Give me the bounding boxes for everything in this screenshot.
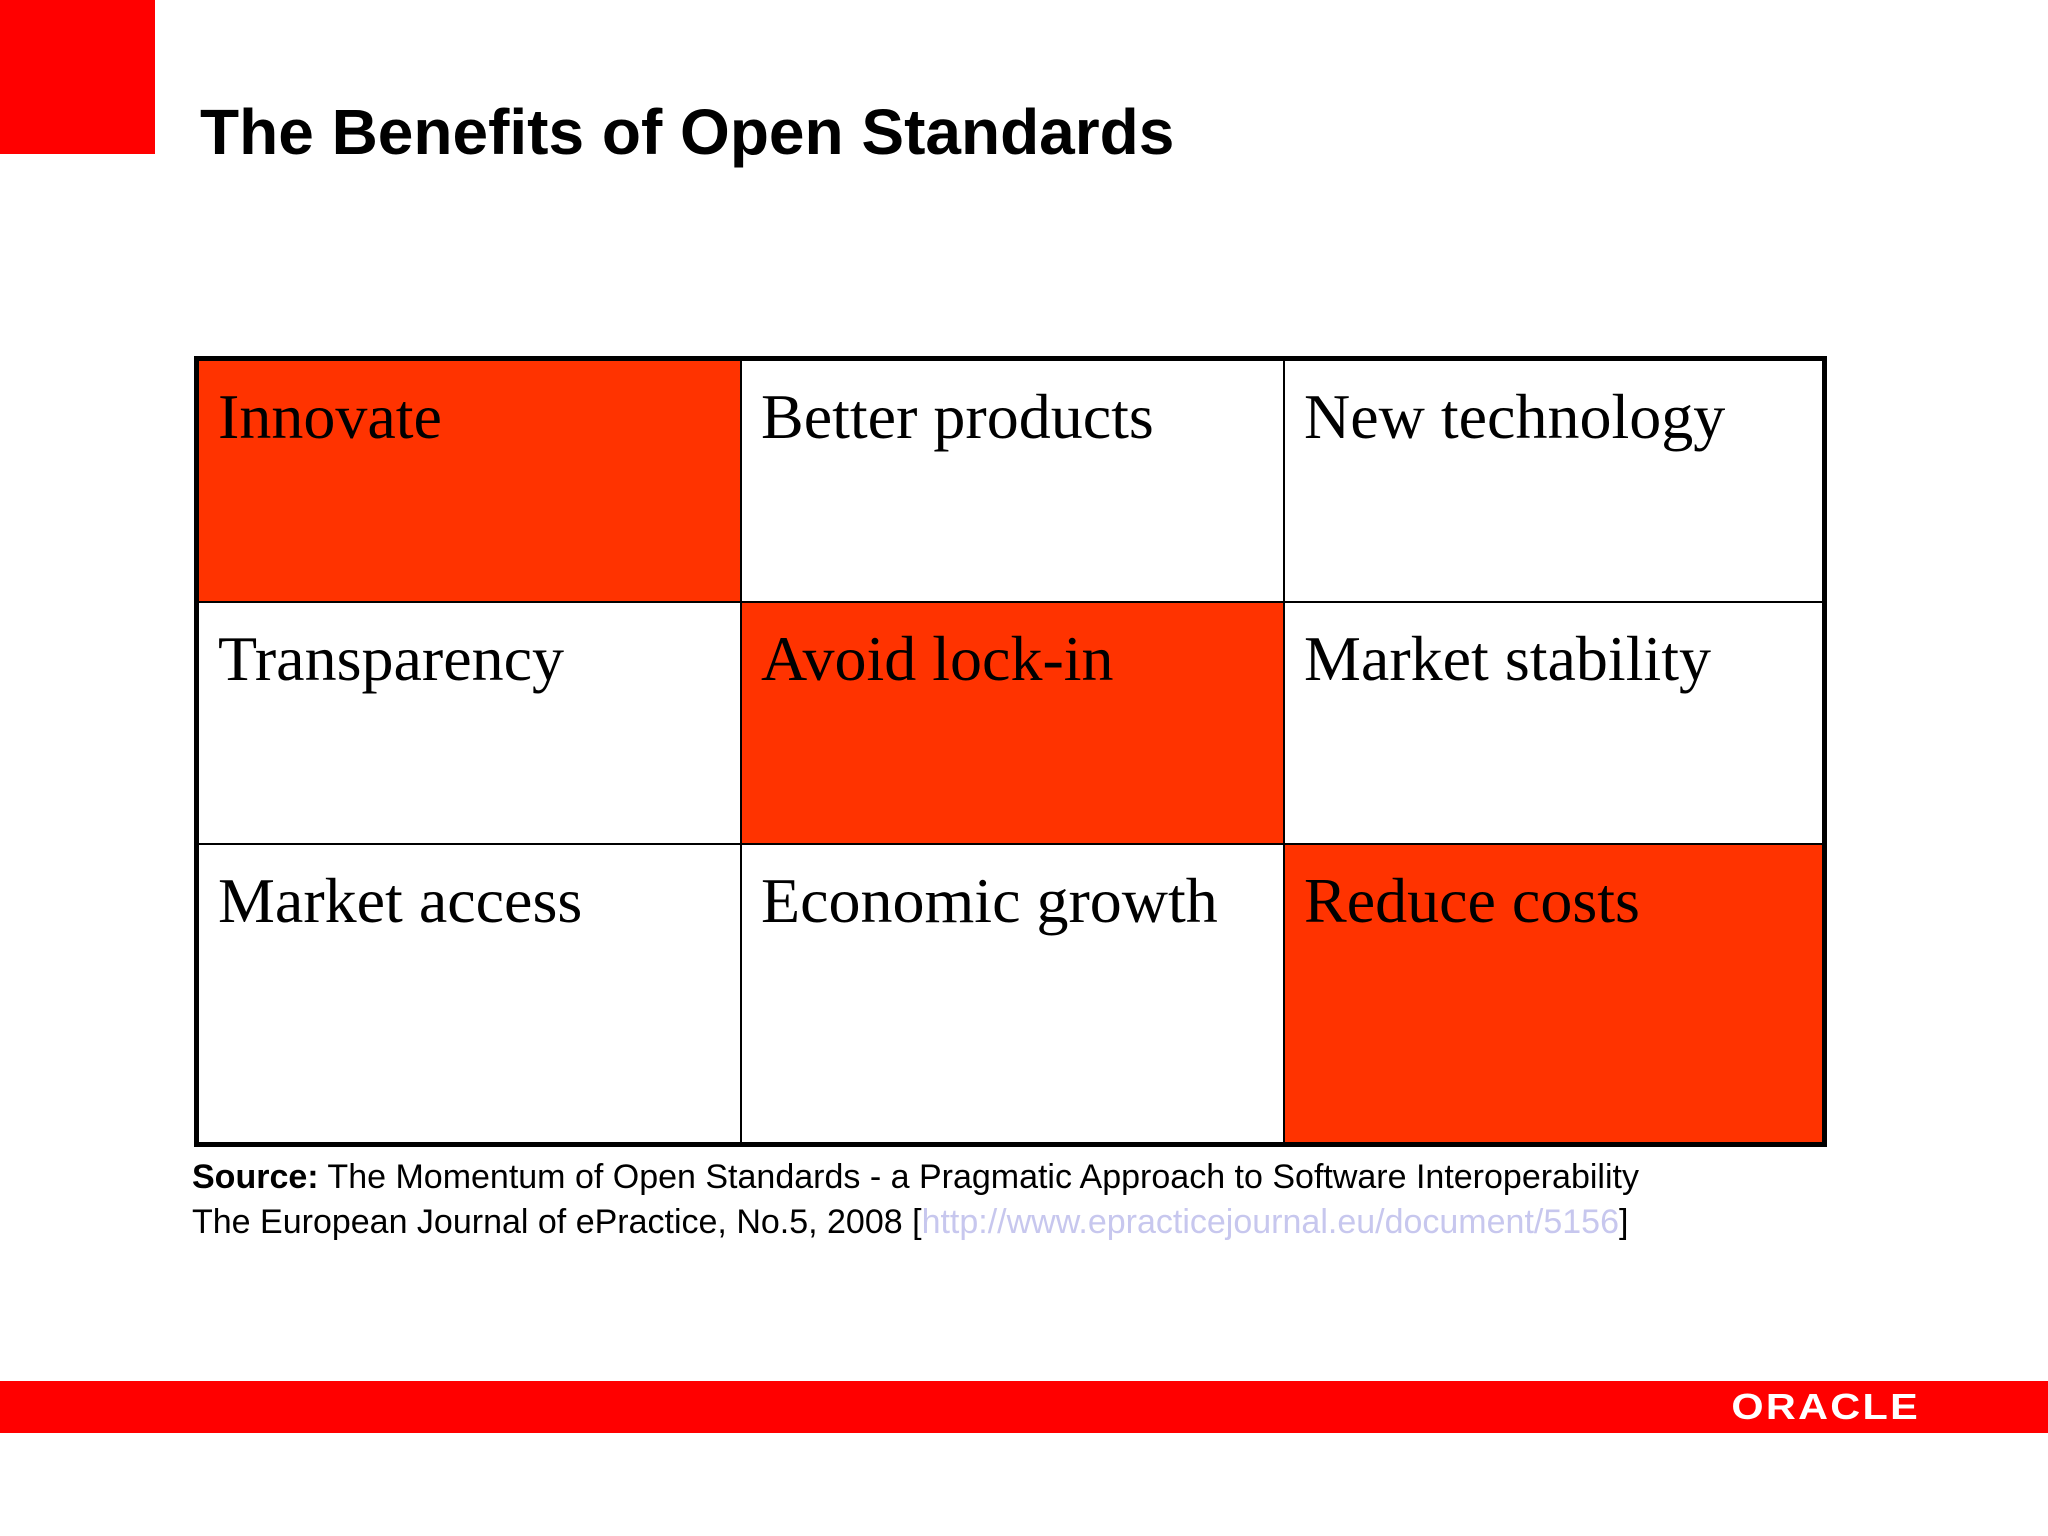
- grid-cell: Transparency: [199, 603, 742, 845]
- benefits-grid: Innovate Better products New technology …: [194, 356, 1827, 1147]
- grid-cell: Better products: [742, 361, 1285, 603]
- source-line2-prefix: The European Journal of ePractice, No.5,…: [192, 1203, 922, 1241]
- source-line2-suffix: ]: [1618, 1203, 1629, 1241]
- grid-cell: Reduce costs: [1285, 845, 1822, 1142]
- grid-cell: New technology: [1285, 361, 1822, 603]
- grid-cell: Economic growth: [742, 845, 1285, 1142]
- slide-title: The Benefits of Open Standards: [200, 96, 1175, 168]
- footer-bar: ORACLE: [0, 1381, 2048, 1433]
- grid-cell: Market stability: [1285, 603, 1822, 845]
- source-line1: The Momentum of Open Standards - a Pragm…: [318, 1158, 1639, 1196]
- corner-accent-square: [0, 0, 155, 154]
- source-link[interactable]: http://www.epracticejournal.eu/document/…: [921, 1203, 1619, 1241]
- source-citation: Source: The Momentum of Open Standards -…: [192, 1155, 1639, 1245]
- grid-cell: Market access: [199, 845, 742, 1142]
- source-label: Source:: [192, 1158, 319, 1196]
- grid-cell: Avoid lock-in: [742, 603, 1285, 845]
- grid-cell: Innovate: [199, 361, 742, 603]
- oracle-logo: ORACLE: [1731, 1386, 1920, 1427]
